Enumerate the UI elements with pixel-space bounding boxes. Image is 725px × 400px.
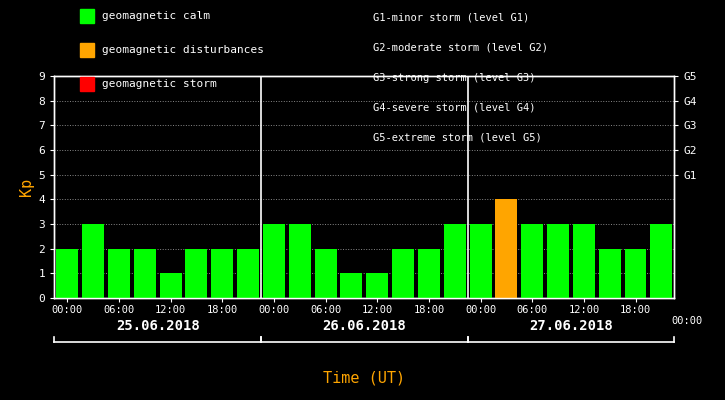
Bar: [521, 224, 543, 298]
Bar: [624, 249, 647, 298]
Bar: [650, 224, 672, 298]
Bar: [418, 249, 440, 298]
Bar: [341, 273, 362, 298]
Text: 25.06.2018: 25.06.2018: [116, 319, 199, 333]
Text: geomagnetic calm: geomagnetic calm: [102, 11, 210, 21]
Y-axis label: Kp: Kp: [20, 178, 34, 196]
Text: 26.06.2018: 26.06.2018: [323, 319, 406, 333]
Text: 00:00: 00:00: [671, 316, 703, 326]
Text: G3-strong storm (level G3): G3-strong storm (level G3): [373, 73, 536, 83]
Bar: [134, 249, 156, 298]
Bar: [211, 249, 233, 298]
Text: geomagnetic storm: geomagnetic storm: [102, 79, 217, 89]
Bar: [237, 249, 259, 298]
Bar: [289, 224, 311, 298]
Bar: [444, 224, 465, 298]
Bar: [470, 224, 492, 298]
Text: G2-moderate storm (level G2): G2-moderate storm (level G2): [373, 43, 548, 53]
Bar: [366, 273, 388, 298]
Text: 27.06.2018: 27.06.2018: [529, 319, 613, 333]
Bar: [82, 224, 104, 298]
Bar: [573, 224, 594, 298]
Bar: [186, 249, 207, 298]
Text: G4-severe storm (level G4): G4-severe storm (level G4): [373, 103, 536, 113]
Text: G1-minor storm (level G1): G1-minor storm (level G1): [373, 13, 530, 23]
Text: geomagnetic disturbances: geomagnetic disturbances: [102, 45, 265, 55]
Text: G5-extreme storm (level G5): G5-extreme storm (level G5): [373, 133, 542, 143]
Bar: [599, 249, 621, 298]
Bar: [57, 249, 78, 298]
Bar: [108, 249, 130, 298]
Text: Time (UT): Time (UT): [323, 370, 405, 386]
Bar: [392, 249, 414, 298]
Bar: [160, 273, 181, 298]
Bar: [315, 249, 336, 298]
Bar: [495, 199, 518, 298]
Bar: [547, 224, 569, 298]
Bar: [263, 224, 285, 298]
